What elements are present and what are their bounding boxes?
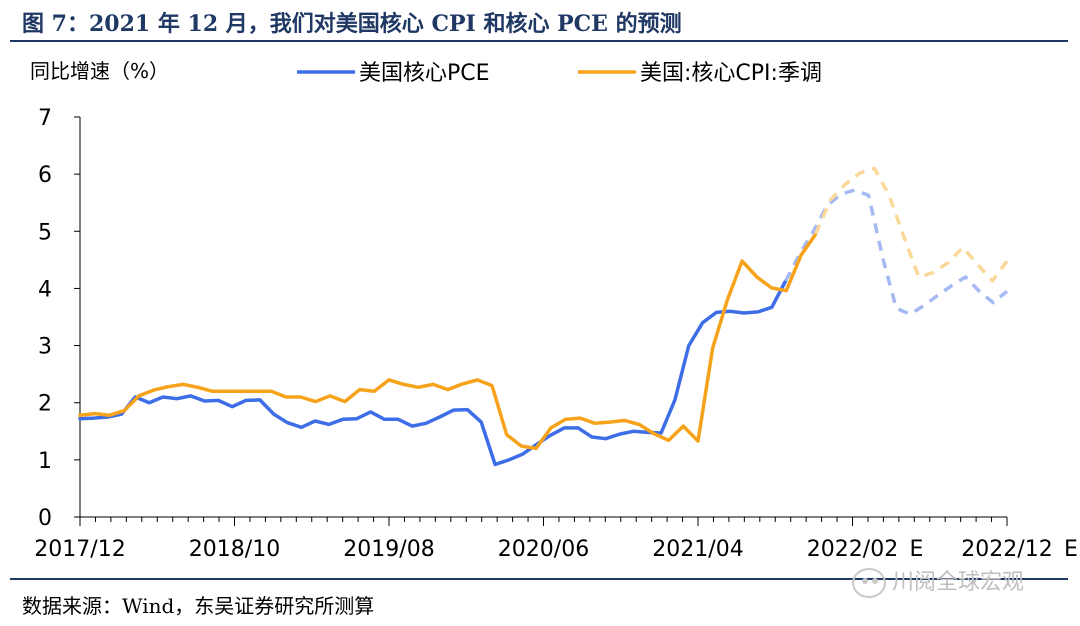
x-tick-label: 2022/02 bbox=[807, 537, 898, 562]
x-tick-label: 2019/08 bbox=[343, 537, 434, 562]
y-axis-label: 同比增速（%） bbox=[30, 59, 169, 83]
series-forecast-cpi bbox=[814, 166, 1009, 283]
y-tick-label: 3 bbox=[38, 335, 52, 360]
series-line-pce bbox=[78, 279, 788, 467]
chart-axes: 0 1 2 3 4 5 6 7 2017/12 2018/10 2019/08 2020/06 2021… bbox=[34, 106, 1078, 562]
y-tick-label: 6 bbox=[38, 163, 52, 188]
legend-label-cpi: 美国:核心CPI:季调 bbox=[640, 61, 822, 86]
y-tick-label: 0 bbox=[38, 506, 52, 531]
x-tick-label: 2021/04 bbox=[652, 537, 743, 562]
footer-rule bbox=[10, 578, 1068, 580]
y-tick-label: 7 bbox=[38, 106, 52, 131]
watermark: 川阅全球宏观 bbox=[852, 564, 1024, 598]
y-tick-label: 4 bbox=[38, 277, 52, 302]
chart-series bbox=[78, 166, 1009, 467]
y-tick-label: 5 bbox=[38, 220, 52, 245]
forecast-marker: E bbox=[1064, 537, 1078, 562]
legend-label-pce: 美国核心PCE bbox=[359, 61, 490, 86]
source-note: 数据来源：Wind，东吴证券研究所测算 bbox=[22, 594, 375, 618]
series-forecast-pce bbox=[784, 188, 1009, 316]
forecast-marker: E bbox=[910, 537, 924, 562]
x-tick-label: 2020/06 bbox=[498, 537, 589, 562]
wechat-icon bbox=[852, 568, 886, 598]
chart-title: 图 7：2021 年 12 月，我们对美国核心 CPI 和核心 PCE 的预测 bbox=[22, 11, 682, 37]
y-tick-label: 2 bbox=[38, 392, 52, 417]
x-tick-label: 2018/10 bbox=[189, 537, 280, 562]
chart-legend: 美国核心PCE 美国:核心CPI:季调 bbox=[297, 61, 822, 86]
x-tick-label: 2022/12 bbox=[961, 537, 1052, 562]
watermark-text: 川阅全球宏观 bbox=[892, 570, 1025, 595]
series-line-cpi bbox=[78, 232, 818, 451]
x-tick-label: 2017/12 bbox=[34, 537, 125, 562]
y-tick-label: 1 bbox=[38, 449, 52, 474]
title-rule bbox=[10, 40, 1068, 42]
